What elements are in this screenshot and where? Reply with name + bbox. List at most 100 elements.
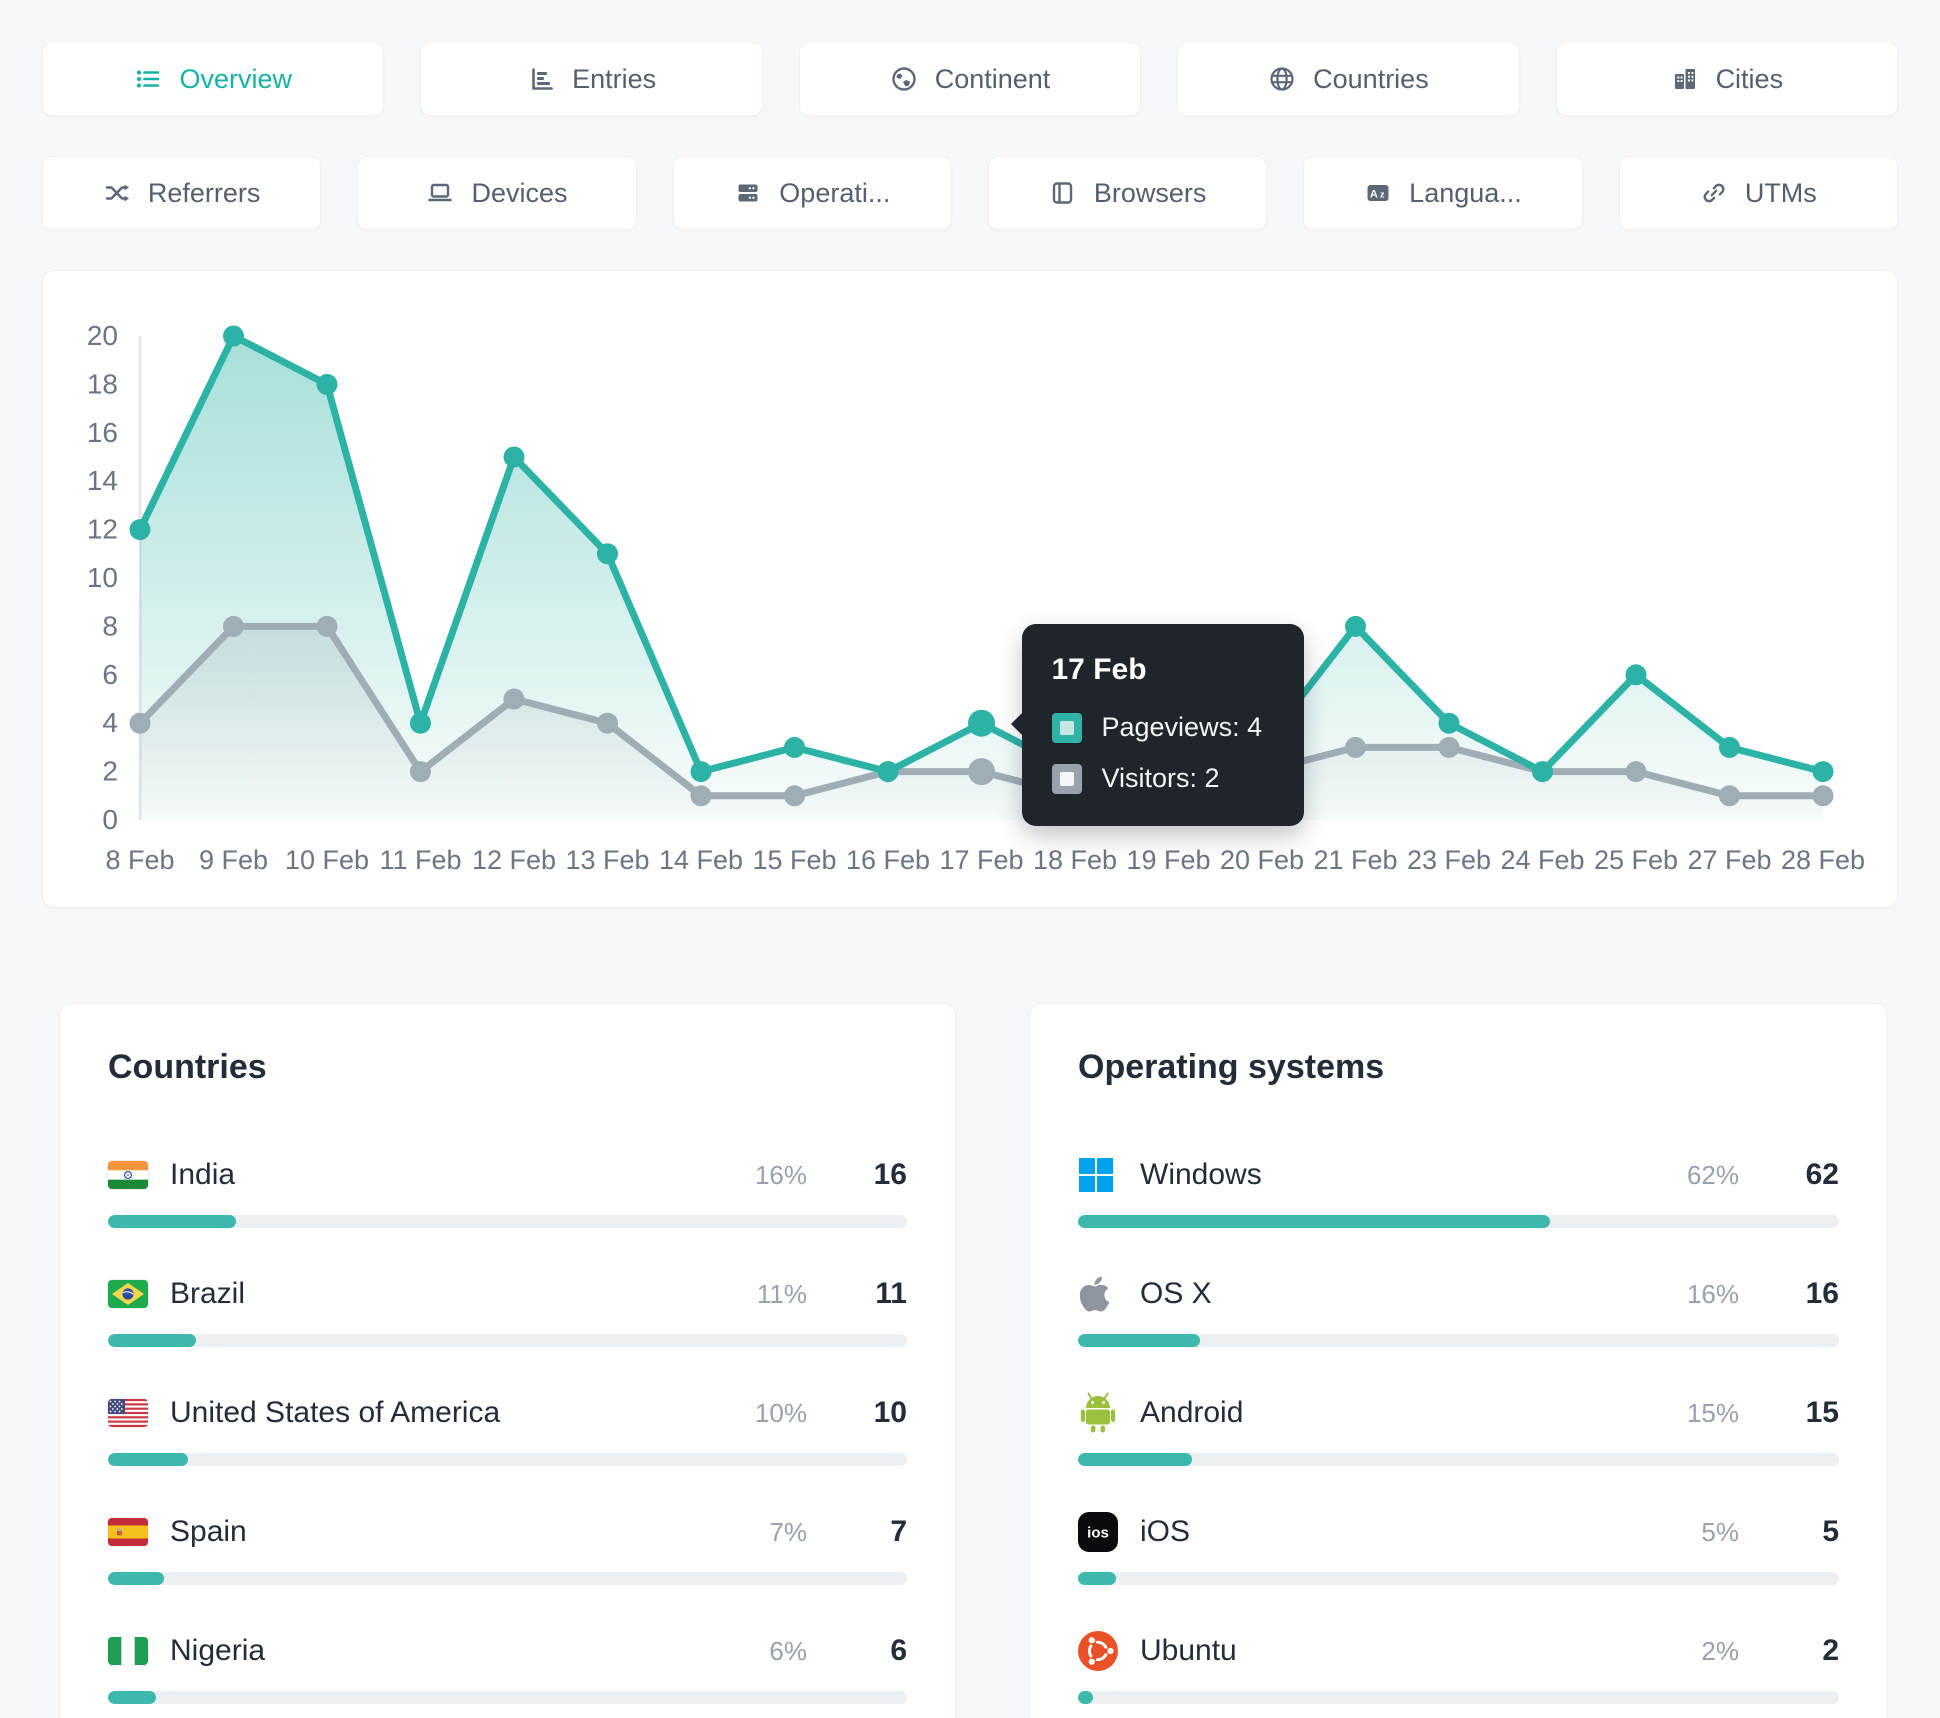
os-name: OS X xyxy=(1140,1277,1212,1310)
bar-chart-icon xyxy=(527,65,555,93)
brazil-flag-icon xyxy=(108,1280,152,1308)
list-item[interactable]: ios iOS 5% 5 xyxy=(1078,1508,1839,1585)
row-percent: 62% xyxy=(1686,1159,1739,1190)
row-value: 16 xyxy=(873,1158,907,1191)
ios-icon: ios xyxy=(1078,1512,1122,1552)
list-item[interactable]: Nigeria 6% 6 xyxy=(108,1627,907,1704)
row-percent: 2% xyxy=(1701,1635,1739,1666)
progress-bar xyxy=(108,1572,907,1585)
svg-text:z: z xyxy=(1380,190,1385,200)
progress-bar xyxy=(1078,1215,1839,1228)
row-value: 16 xyxy=(1805,1277,1839,1310)
row-value: 15 xyxy=(1805,1396,1839,1429)
spain-flag-icon xyxy=(108,1518,152,1546)
tab-referrers[interactable]: Referrers xyxy=(42,156,322,230)
tab-label: Browsers xyxy=(1093,177,1207,208)
shuffle-icon xyxy=(103,179,131,207)
svg-text:2: 2 xyxy=(102,756,118,787)
os-name: iOS xyxy=(1140,1515,1191,1548)
tab-operating-systems[interactable]: Operati... xyxy=(672,156,952,230)
list-item[interactable]: OS X 16% 16 xyxy=(1078,1270,1839,1347)
svg-text:15 Feb: 15 Feb xyxy=(752,845,836,875)
progress-fill xyxy=(108,1691,156,1704)
tab-utms[interactable]: UTMs xyxy=(1618,156,1898,230)
svg-text:16: 16 xyxy=(87,417,118,448)
svg-text:0: 0 xyxy=(102,804,118,835)
progress-bar xyxy=(1078,1691,1839,1704)
tab-label: Overview xyxy=(179,63,292,94)
tab-countries[interactable]: Countries xyxy=(1177,42,1520,116)
browser-window-icon xyxy=(1049,179,1077,207)
progress-fill xyxy=(108,1334,196,1347)
earth-icon xyxy=(890,65,918,93)
svg-text:14 Feb: 14 Feb xyxy=(659,845,743,875)
traffic-chart[interactable]: 0 2 4 6 8 10 12 14 16 18 20 8 Feb 9 Feb 10 Feb 11 Feb 1… xyxy=(43,271,1897,907)
india-flag-icon xyxy=(108,1161,152,1189)
list-item[interactable]: India 16% 16 xyxy=(108,1151,907,1228)
list-item[interactable]: Android 15% 15 xyxy=(1078,1389,1839,1466)
tooltip-date: 17 Feb xyxy=(1051,653,1147,687)
row-value: 2 xyxy=(1822,1634,1839,1667)
panel-title: Operating systems xyxy=(1078,1048,1385,1086)
row-percent: 16% xyxy=(1686,1278,1739,1309)
svg-text:23 Feb: 23 Feb xyxy=(1407,845,1491,875)
traffic-chart-card: 0 2 4 6 8 10 12 14 16 18 20 8 Feb 9 Feb 10 Feb 11 Feb 1… xyxy=(42,270,1898,908)
ubuntu-icon xyxy=(1078,1631,1122,1671)
pageviews-swatch-icon xyxy=(1051,712,1082,743)
svg-text:9 Feb: 9 Feb xyxy=(199,845,268,875)
row-percent: 16% xyxy=(754,1159,807,1190)
svg-text:12 Feb: 12 Feb xyxy=(472,845,556,875)
row-percent: 15% xyxy=(1686,1397,1739,1428)
tab-entries[interactable]: Entries xyxy=(420,42,763,116)
countries-list: India 16% 16 Brazil 11% 11 United States… xyxy=(108,1151,907,1704)
tab-label: UTMs xyxy=(1744,177,1817,208)
list-item[interactable]: Ubuntu 2% 2 xyxy=(1078,1627,1839,1704)
server-icon xyxy=(734,179,762,207)
tab-label: Continent xyxy=(934,63,1051,94)
buildings-icon xyxy=(1671,65,1699,93)
tab-label: Countries xyxy=(1313,63,1429,94)
svg-text:12: 12 xyxy=(87,514,118,545)
tab-devices[interactable]: Devices xyxy=(357,156,637,230)
progress-fill xyxy=(1078,1334,1200,1347)
tab-cities[interactable]: Cities xyxy=(1555,42,1899,116)
row-value: 6 xyxy=(890,1634,907,1667)
svg-text:8 Feb: 8 Feb xyxy=(105,845,174,875)
svg-text:18 Feb: 18 Feb xyxy=(1033,845,1117,875)
list-item[interactable]: Brazil 11% 11 xyxy=(108,1270,907,1347)
row-value: 11 xyxy=(875,1277,907,1310)
chart-tooltip: 17 Feb Pageviews: 4 Visitors: 2 xyxy=(1010,624,1304,827)
progress-bar xyxy=(108,1453,907,1466)
svg-text:6: 6 xyxy=(102,659,118,690)
country-name: Spain xyxy=(170,1515,247,1548)
tab-continent[interactable]: Continent xyxy=(798,42,1142,116)
list-item[interactable]: Windows 62% 62 xyxy=(1078,1151,1839,1228)
list-item[interactable]: Spain 7% 7 xyxy=(108,1508,907,1585)
row-value: 7 xyxy=(890,1515,907,1548)
stats-panels: Countries India 16% 16 Brazil 11% 11 Uni… xyxy=(59,1003,1888,1718)
list-item[interactable]: United States of America 10% 10 xyxy=(108,1389,907,1466)
windows-icon xyxy=(1078,1157,1122,1193)
svg-text:17 Feb: 17 Feb xyxy=(939,845,1023,875)
tab-label: Operati... xyxy=(779,177,891,208)
progress-bar xyxy=(1078,1334,1839,1347)
svg-text:24 Feb: 24 Feb xyxy=(1500,845,1584,875)
tab-browsers[interactable]: Browsers xyxy=(987,156,1268,230)
progress-fill xyxy=(1078,1572,1117,1585)
svg-text:27 Feb: 27 Feb xyxy=(1687,845,1771,875)
country-name: Brazil xyxy=(170,1277,246,1310)
row-value: 5 xyxy=(1822,1515,1839,1548)
svg-text:10 Feb: 10 Feb xyxy=(285,845,369,875)
progress-fill xyxy=(1078,1453,1193,1466)
tooltip-pageviews-row: Pageviews: 4 xyxy=(1051,712,1274,743)
tab-overview[interactable]: Overview xyxy=(42,42,385,116)
list-icon xyxy=(134,65,162,93)
usa-flag-icon xyxy=(108,1399,152,1427)
row-percent: 7% xyxy=(769,1516,807,1547)
row-percent: 5% xyxy=(1701,1516,1739,1547)
tab-label: Langua... xyxy=(1409,177,1522,208)
operating-systems-panel: Operating systems Windows 62% 62 OS X 16… xyxy=(1029,1003,1888,1718)
svg-text:13 Feb: 13 Feb xyxy=(565,845,649,875)
